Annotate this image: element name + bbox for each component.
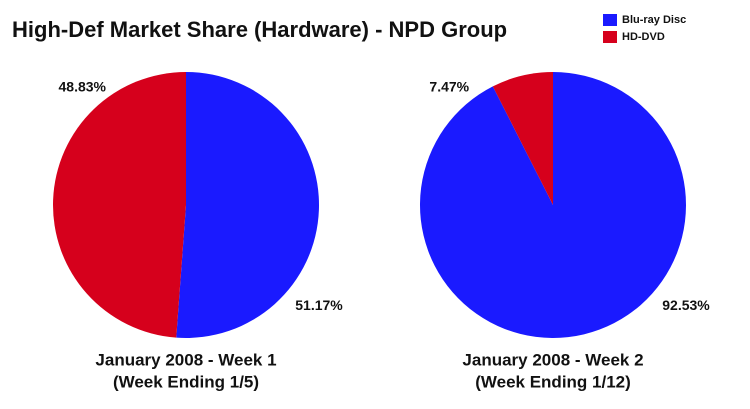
legend-label: Blu-ray Disc bbox=[622, 14, 686, 26]
legend-swatch bbox=[603, 31, 617, 43]
chart-subtitle: (Week Ending 1/12) bbox=[475, 372, 631, 391]
chart-subtitle: (Week Ending 1/5) bbox=[113, 372, 259, 391]
value-label: 7.47% bbox=[429, 79, 469, 95]
value-label: 51.17% bbox=[295, 297, 343, 313]
pie-slice bbox=[492, 72, 553, 205]
chart-title: January 2008 - Week 1 bbox=[95, 350, 276, 369]
legend-swatch bbox=[603, 14, 617, 26]
legend-label: HD-DVD bbox=[622, 31, 665, 43]
chart-title: January 2008 - Week 2 bbox=[462, 350, 643, 369]
pie-slice bbox=[53, 72, 187, 338]
pie-slice bbox=[176, 72, 320, 338]
pie-slice bbox=[419, 72, 686, 338]
value-label: 48.83% bbox=[59, 79, 107, 95]
value-label: 92.53% bbox=[662, 297, 710, 313]
main-title: High-Def Market Share (Hardware) - NPD G… bbox=[12, 17, 507, 42]
